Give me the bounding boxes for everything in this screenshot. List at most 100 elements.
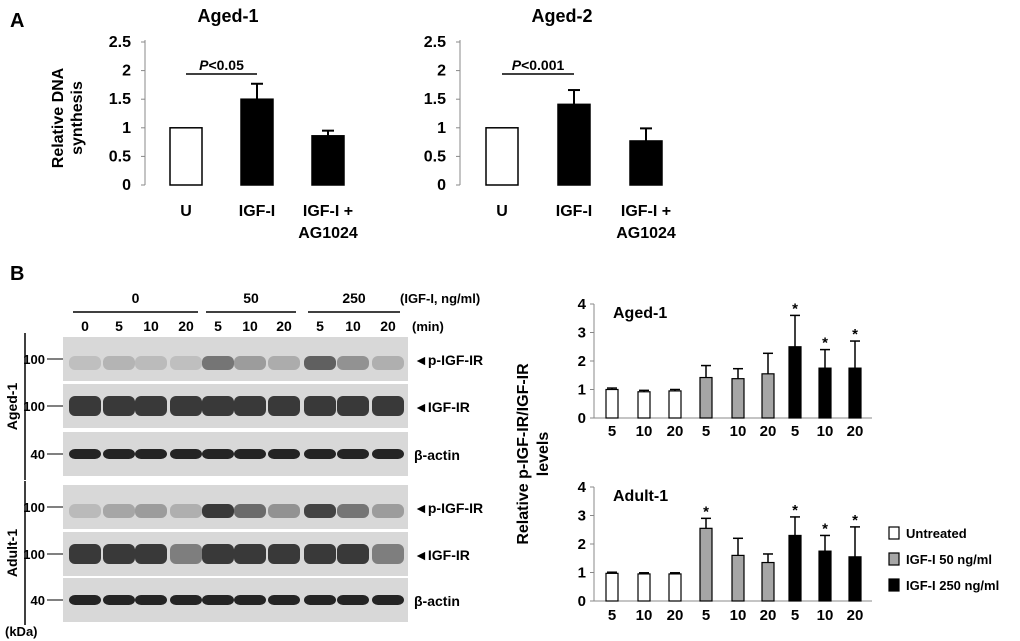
- x-tick-label: 10: [636, 607, 653, 624]
- marker-label: 100: [23, 399, 45, 414]
- blot-band: [304, 449, 336, 459]
- time-label: 20: [276, 318, 292, 334]
- chart-b-2: Adult-1 0 1 2 3 4 5 10 20 * 5 10 20 * 5 * 10 * 20: [578, 479, 872, 624]
- band-label: ◄p-IGF-IR: [414, 500, 483, 516]
- legend-swatch: [888, 578, 900, 592]
- x-tick-label: AG1024: [616, 225, 676, 242]
- marker-label: 100: [23, 500, 45, 515]
- chart-a-1: Aged-1 Relative DNA synthesis 0 0.5 1 1.5 2 2.5 U…: [50, 6, 358, 242]
- bar: [699, 376, 713, 419]
- blot-band: [372, 595, 404, 605]
- x-tick-label: 5: [702, 607, 710, 624]
- bar: [485, 127, 519, 186]
- significance-star: *: [822, 335, 828, 352]
- x-tick-label: 5: [702, 423, 710, 440]
- x-tick-label: 10: [817, 423, 834, 440]
- chart-title: Aged-1: [613, 305, 667, 322]
- blot-band: [69, 544, 101, 564]
- bar: [761, 373, 775, 419]
- blot-band: [337, 356, 369, 370]
- blot-band: [135, 544, 167, 564]
- band-name: IGF-IR: [428, 399, 470, 415]
- band-label: ◄IGF-IR: [414, 547, 470, 563]
- chart-title: Aged-2: [531, 6, 592, 26]
- y-tick-label: 0: [578, 593, 586, 610]
- y-tick-label: 1: [578, 565, 586, 582]
- y-axis-label: synthesis: [69, 81, 86, 155]
- blot-band: [234, 544, 266, 564]
- x-tick-label: 5: [608, 423, 616, 440]
- time-label: 10: [345, 318, 361, 334]
- y-tick-label: 2: [122, 63, 131, 80]
- bar: [668, 573, 682, 602]
- time-label: 5: [316, 318, 324, 334]
- x-tick-label: U: [496, 203, 508, 220]
- blot-strip: [63, 337, 408, 381]
- y-tick-label: 1: [122, 120, 131, 137]
- blot-band: [372, 356, 404, 370]
- y-tick-label: 3: [578, 508, 586, 525]
- band-name: p-IGF-IR: [428, 352, 483, 368]
- bar: [848, 556, 862, 602]
- y-tick-label: 2: [437, 63, 446, 80]
- bar: [668, 390, 682, 419]
- bar: [637, 391, 651, 419]
- blot-band: [268, 449, 300, 459]
- blot-band: [103, 396, 135, 416]
- x-tick-label: IGF-I +: [303, 203, 353, 220]
- significance-star: *: [792, 502, 798, 519]
- blot-band: [337, 544, 369, 564]
- marker-label: 100: [23, 547, 45, 562]
- dose-label: 50: [243, 290, 259, 306]
- x-tick-label: 20: [847, 607, 864, 624]
- bar: [240, 98, 274, 186]
- marker-label: 40: [31, 593, 45, 608]
- time-label: 20: [380, 318, 396, 334]
- band-name: IGF-IR: [428, 547, 470, 563]
- y-axis-label: Relative DNA: [50, 67, 67, 168]
- band-arrow: ◄: [414, 352, 428, 368]
- blot-band: [337, 396, 369, 416]
- time-label: 10: [242, 318, 258, 334]
- p-value: <0.05: [208, 57, 244, 73]
- blot-band: [372, 504, 404, 518]
- blot-band: [268, 396, 300, 416]
- blot-band: [103, 504, 135, 518]
- significance-star: *: [852, 326, 858, 343]
- blot-band: [202, 449, 234, 459]
- time-unit: (min): [412, 319, 444, 334]
- blot-band: [103, 449, 135, 459]
- chart-b-1: Aged-1 0 1 2 3 4 5 10 20 5 10 20 * 5 * 10 * 20: [578, 296, 872, 440]
- western-blot: 0 50 250 (IGF-I, ng/ml)0 5 10 20 5 10 20 5 10 20 (min…: [4, 290, 483, 639]
- p-value: <0.001: [521, 57, 564, 73]
- blot-band: [170, 504, 202, 518]
- dose-label: 0: [132, 290, 140, 306]
- blot-band: [234, 595, 266, 605]
- x-tick-label: 20: [847, 423, 864, 440]
- blot-band: [202, 504, 234, 518]
- legend-label: IGF-I 250 ng/ml: [906, 578, 999, 593]
- bar: [557, 103, 591, 186]
- x-tick-label: 20: [760, 607, 777, 624]
- bar: [629, 140, 663, 186]
- legend-swatch: [888, 552, 900, 566]
- x-tick-label: U: [180, 203, 192, 220]
- dose-label: 250: [342, 290, 366, 306]
- time-label: 10: [143, 318, 159, 334]
- bar: [605, 388, 619, 419]
- bar: [311, 135, 345, 186]
- blot-band: [170, 396, 202, 416]
- p-symbol: P: [199, 57, 209, 73]
- blot-band: [337, 595, 369, 605]
- chart-title: Aged-1: [197, 6, 258, 26]
- blot-band: [170, 449, 202, 459]
- panel-label-a: A: [10, 10, 24, 32]
- blot-band: [103, 356, 135, 370]
- blot-band: [337, 449, 369, 459]
- y-tick-label: 0.5: [424, 148, 446, 165]
- blot-band: [135, 449, 167, 459]
- blot-band: [202, 595, 234, 605]
- blot-band: [234, 396, 266, 416]
